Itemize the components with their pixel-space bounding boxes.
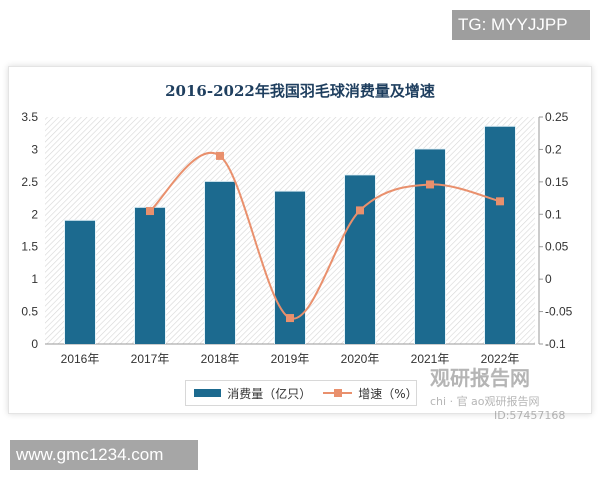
left-tick-label: 2.5 — [21, 175, 38, 189]
left-tick-label: 1.5 — [21, 240, 38, 254]
growth-marker — [146, 207, 154, 216]
legend: 消费量（亿只） 增速（%） — [185, 380, 418, 406]
right-tick-label: 0.25 — [545, 110, 569, 124]
right-tick-label: -0.1 — [545, 337, 566, 351]
line-legend-swatch — [323, 388, 353, 398]
url-badge: www.gmc1234.com — [10, 440, 198, 470]
growth-marker — [426, 180, 434, 189]
watermark-sub: chi · 官 ao观研报告网 — [430, 395, 540, 408]
right-tick-label: 0.05 — [545, 240, 569, 254]
left-tick-label: 0 — [31, 337, 38, 351]
legend-line-label: 增速（%） — [358, 386, 418, 401]
growth-marker — [286, 314, 294, 323]
legend-bar-label: 消费量（亿只） — [227, 386, 312, 401]
right-tick-label: 0.2 — [545, 142, 562, 156]
left-tick-label: 1 — [31, 272, 38, 286]
x-tick-label: 2017年 — [131, 352, 170, 366]
left-tick-label: 3 — [31, 142, 38, 156]
right-tick-label: 0 — [545, 272, 552, 286]
growth-marker — [356, 206, 364, 215]
left-axis: 0 0.5 1 1.5 2 2.5 3 3.5 — [21, 110, 535, 351]
chart-title: 2016-2022年我国羽毛球消费量及增速 — [165, 82, 435, 100]
bar — [65, 220, 95, 344]
x-tick-label: 2019年 — [271, 352, 310, 366]
x-tick-label: 2018年 — [201, 352, 240, 366]
bar — [205, 181, 235, 344]
x-axis: 2016年 2017年 2018年 2019年 2020年 2021年 2022年 — [61, 352, 520, 366]
right-tick-label: 0.15 — [545, 175, 569, 189]
x-tick-label: 2021年 — [411, 352, 450, 366]
right-tick-label: 0.1 — [545, 207, 562, 221]
x-tick-label: 2020年 — [341, 352, 380, 366]
x-tick-label: 2022年 — [481, 352, 520, 366]
bar — [135, 207, 165, 344]
right-tick-label: -0.05 — [545, 305, 573, 319]
left-tick-label: 0.5 — [21, 305, 38, 319]
growth-markers — [146, 151, 504, 323]
bar-legend-swatch — [194, 389, 222, 397]
growth-marker — [496, 197, 504, 206]
bar — [485, 126, 515, 344]
bar-series — [64, 125, 516, 344]
left-tick-label: 3.5 — [21, 110, 38, 124]
growth-marker — [216, 151, 224, 160]
tg-badge: TG: MYYJJPP — [452, 10, 590, 40]
watermark: 观研报告网 chi · 官 ao观研报告网 ID:57457168 — [430, 362, 600, 422]
x-tick-label: 2016年 — [61, 352, 100, 366]
right-axis: -0.1 -0.05 0 0.05 0.1 0.15 0.2 0.25 — [538, 110, 573, 351]
bar — [345, 175, 375, 344]
watermark-brand: 观研报告网 — [430, 366, 530, 390]
bar — [415, 149, 445, 344]
watermark-id: ID:57457168 — [494, 409, 566, 422]
left-tick-label: 2 — [31, 207, 38, 221]
